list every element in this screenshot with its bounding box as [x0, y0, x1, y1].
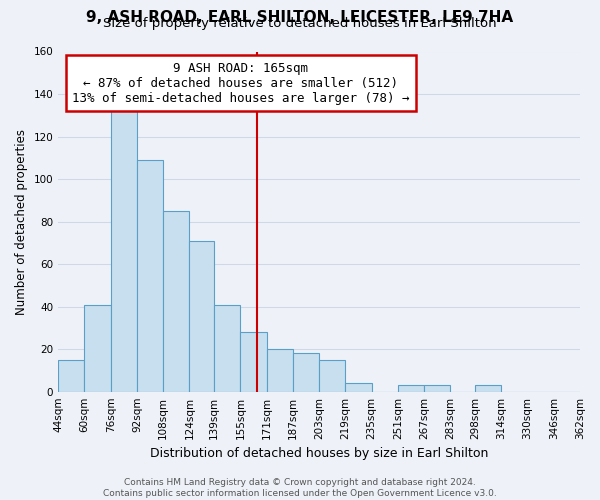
- Bar: [266, 349, 293, 392]
- Bar: [346, 383, 371, 392]
- Bar: [475, 386, 501, 392]
- Bar: [85, 304, 110, 392]
- Bar: [214, 304, 241, 392]
- Y-axis label: Number of detached properties: Number of detached properties: [15, 128, 28, 314]
- Bar: [163, 211, 190, 392]
- Bar: [110, 109, 137, 392]
- Text: 9 ASH ROAD: 165sqm
← 87% of detached houses are smaller (512)
13% of semi-detach: 9 ASH ROAD: 165sqm ← 87% of detached hou…: [72, 62, 410, 104]
- X-axis label: Distribution of detached houses by size in Earl Shilton: Distribution of detached houses by size …: [150, 447, 488, 460]
- Bar: [398, 386, 424, 392]
- Bar: [58, 360, 85, 392]
- Text: Contains HM Land Registry data © Crown copyright and database right 2024.
Contai: Contains HM Land Registry data © Crown c…: [103, 478, 497, 498]
- Bar: [293, 354, 319, 392]
- Bar: [319, 360, 346, 392]
- Text: Size of property relative to detached houses in Earl Shilton: Size of property relative to detached ho…: [103, 18, 497, 30]
- Bar: [241, 332, 266, 392]
- Bar: [424, 386, 451, 392]
- Bar: [137, 160, 163, 392]
- Bar: [190, 240, 214, 392]
- Text: 9, ASH ROAD, EARL SHILTON, LEICESTER, LE9 7HA: 9, ASH ROAD, EARL SHILTON, LEICESTER, LE…: [86, 10, 514, 25]
